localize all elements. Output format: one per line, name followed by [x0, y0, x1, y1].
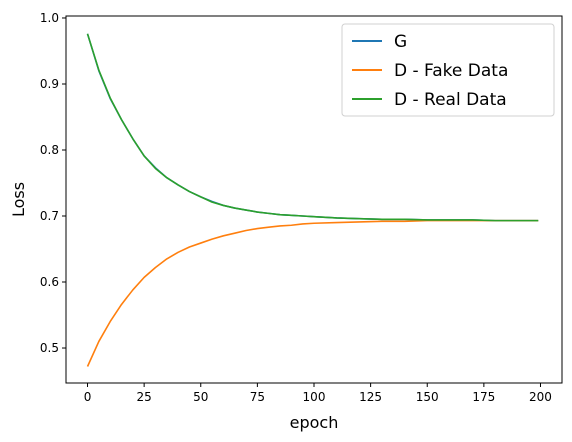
x-tick-label: 200 — [529, 390, 552, 404]
legend-label-3: D - Real Data — [394, 90, 507, 110]
y-tick-label: 0.5 — [40, 341, 59, 355]
x-tick-label: 175 — [472, 390, 495, 404]
y-tick-label: 0.9 — [40, 77, 59, 91]
x-tick-label: 100 — [303, 390, 326, 404]
x-tick-label: 25 — [136, 390, 151, 404]
y-tick-label: 0.8 — [40, 143, 59, 157]
series-layer — [86, 33, 539, 367]
y-tick-label: 1.0 — [40, 11, 59, 25]
y-tick-label: 0.6 — [40, 275, 59, 289]
legend-box — [341, 23, 555, 117]
x-tick-label: 125 — [359, 390, 382, 404]
ticks-layer: 0 25 50 75 100 125 150 175 200 0.5 0.6 0.7 0.8 0.9 1.0 — [40, 11, 552, 404]
x-tick-label: 0 — [84, 390, 92, 404]
legend-label-1: G — [394, 32, 407, 52]
x-tick-label: 150 — [416, 390, 439, 404]
x-tick-label: 50 — [193, 390, 208, 404]
legend-label-2: D - Fake Data — [394, 61, 508, 81]
x-tick-label: 75 — [250, 390, 265, 404]
y-tick-label: 0.7 — [40, 209, 59, 223]
x-axis-label: epoch — [290, 413, 339, 432]
y-axis-label: Loss — [9, 182, 28, 217]
series-line-3 — [86, 33, 539, 222]
legend: G D - Fake Data D - Real Data — [341, 23, 555, 117]
